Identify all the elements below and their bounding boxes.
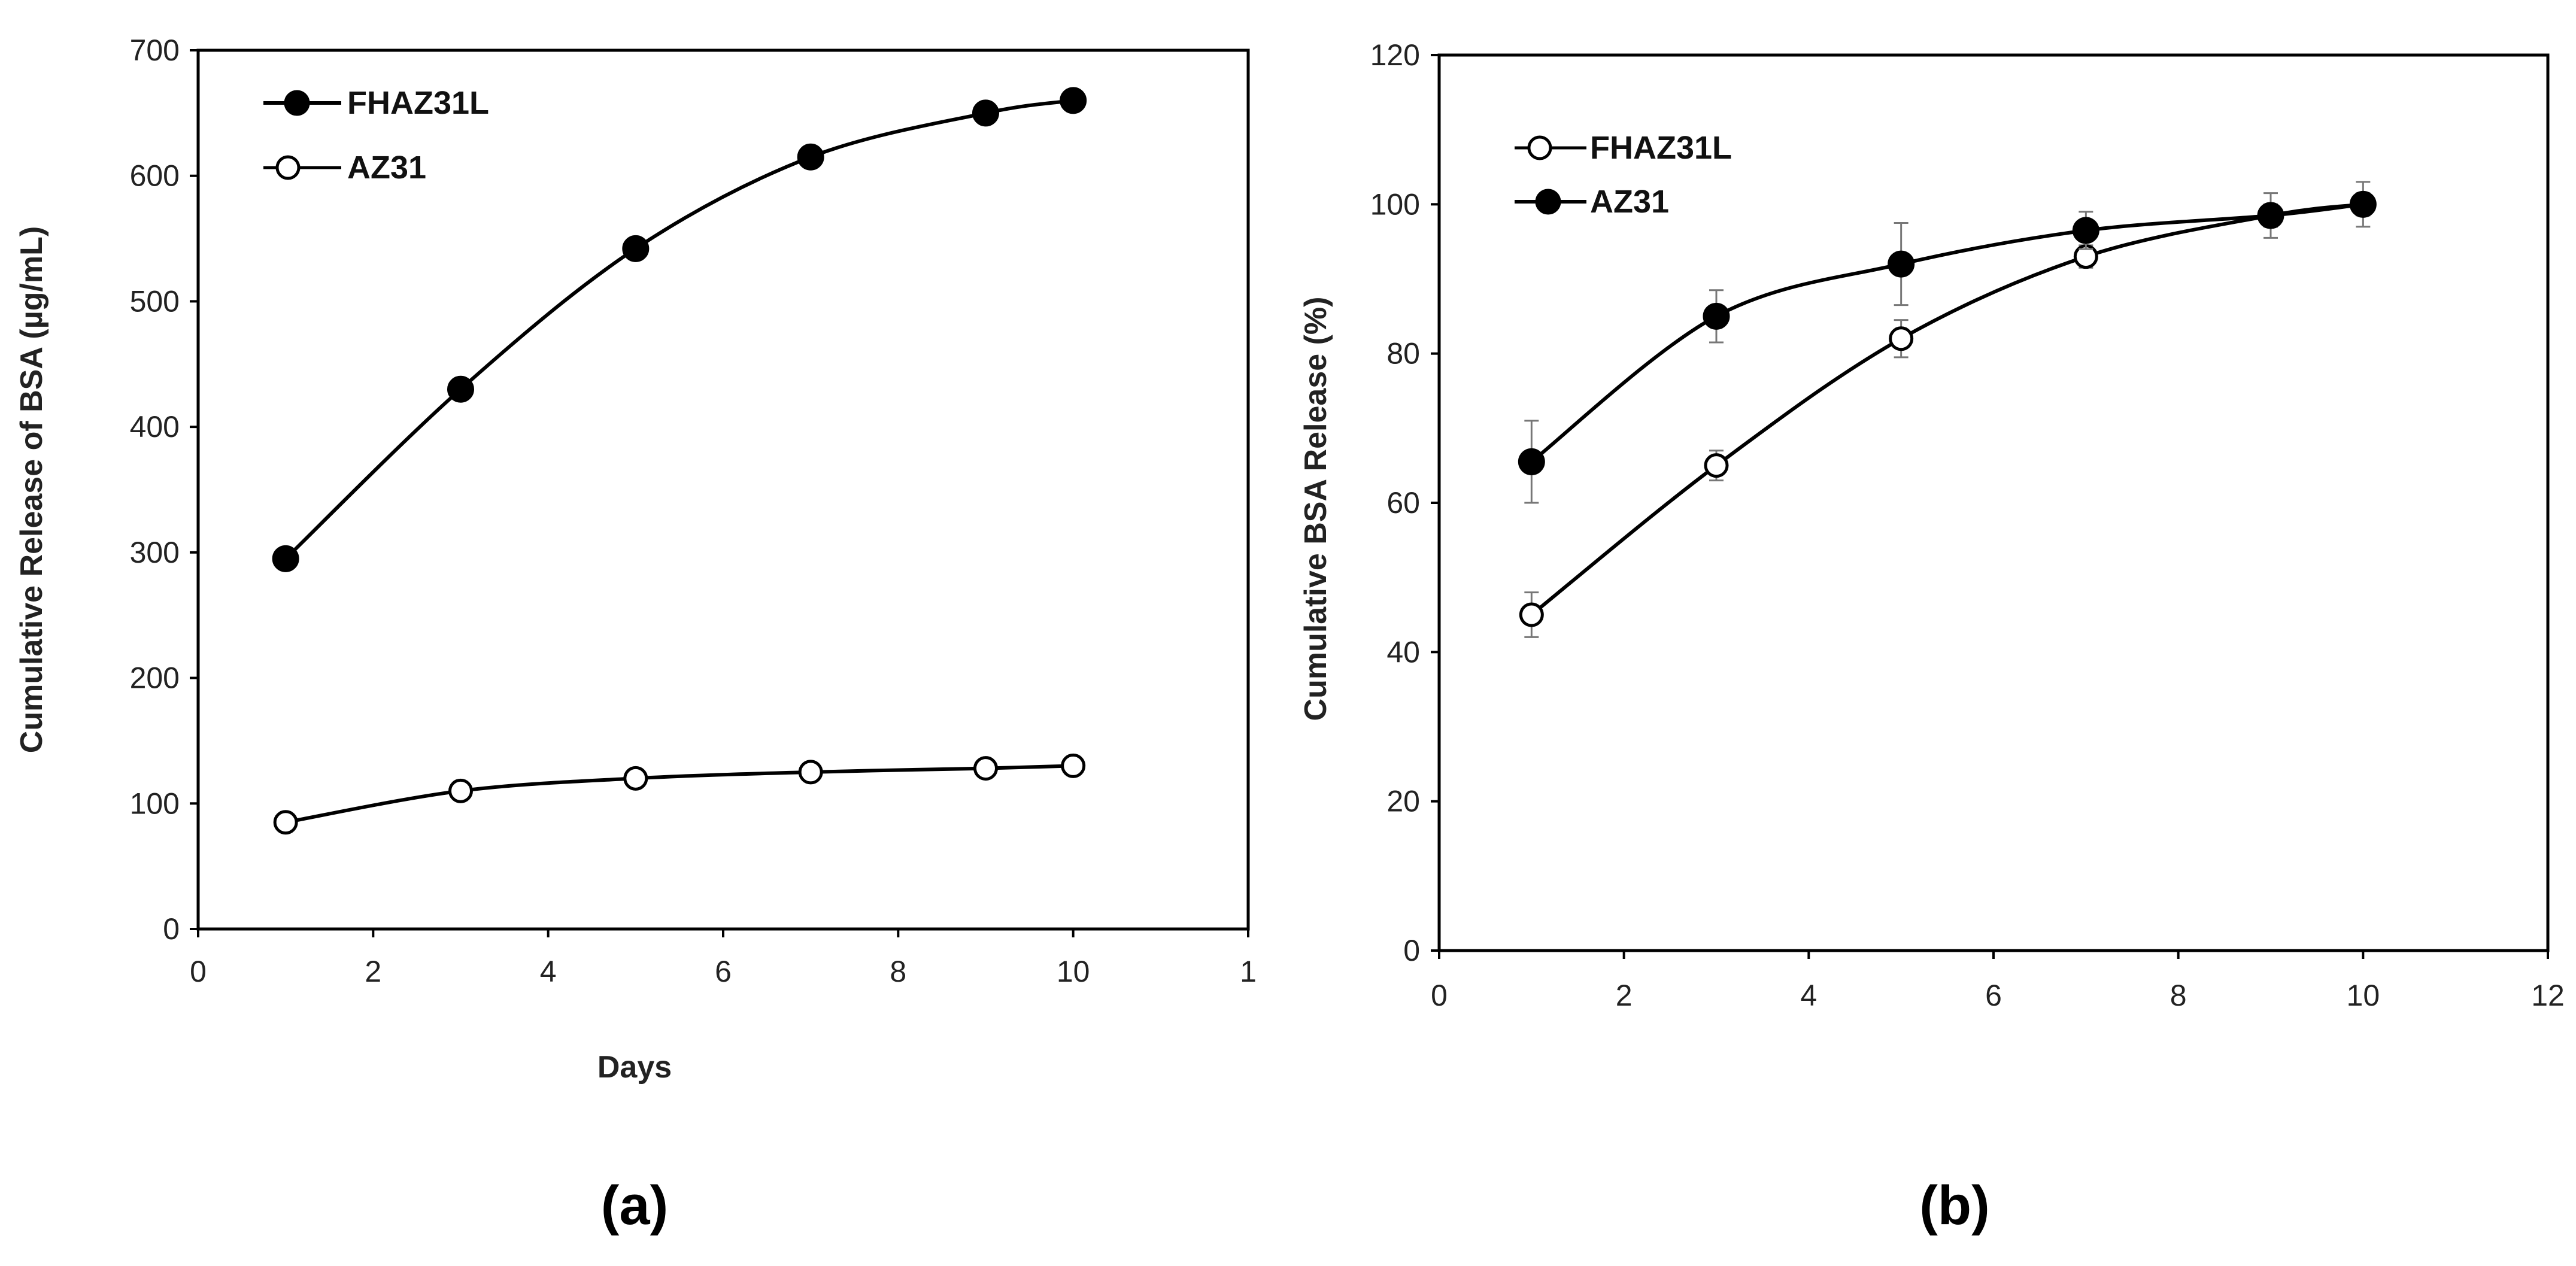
x-tick-label: 6 bbox=[715, 955, 732, 988]
data-point-az31 bbox=[798, 760, 823, 785]
y-tick-label: 100 bbox=[1370, 187, 1420, 221]
data-point-az31 bbox=[973, 756, 998, 781]
data-point-az31 bbox=[448, 778, 473, 803]
x-tick-label: 0 bbox=[1431, 979, 1448, 1012]
y-tick-label: 0 bbox=[1403, 934, 1420, 967]
legend-b: FHAZ31L AZ31 bbox=[1515, 130, 1732, 220]
legend-a-label-fhaz31l: FHAZ31L bbox=[347, 85, 489, 121]
legend-b-label-fhaz31l: FHAZ31L bbox=[1590, 130, 1732, 166]
chart-panel-a: 0 100 200 300 400 500 600 700 0 2 4 6 8 10 1 Cumulati… bbox=[14, 34, 1257, 1236]
x-tick-label: 2 bbox=[365, 955, 381, 988]
y-tick-label: 80 bbox=[1386, 337, 1420, 371]
data-point-fhaz31l bbox=[1704, 453, 1729, 478]
data-point-fhaz31l bbox=[1060, 87, 1087, 114]
x-tick-label: 2 bbox=[1616, 979, 1633, 1012]
y-axis-label-a: Cumulative Release of BSA (µg/mL) bbox=[14, 226, 49, 753]
data-point-az31 bbox=[2072, 217, 2099, 244]
y-axis-label-b: Cumulative BSA Release (%) bbox=[1298, 297, 1333, 721]
data-point-fhaz31l bbox=[972, 99, 999, 127]
y-tick-label: 600 bbox=[130, 159, 180, 193]
x-axis-label-a: Days bbox=[597, 1050, 672, 1085]
x-tick-label: 12 bbox=[2531, 979, 2565, 1012]
x-tick-labels-a: 0 2 4 6 8 10 1 bbox=[190, 929, 1257, 988]
x-tick-label: 4 bbox=[540, 955, 557, 988]
legend-a-label-az31: AZ31 bbox=[347, 150, 426, 186]
x-tick-labels-b: 0 2 4 6 8 10 12 bbox=[1431, 951, 2565, 1012]
data-point-az31 bbox=[1518, 448, 1545, 475]
y-tick-label: 300 bbox=[130, 536, 180, 569]
y-tick-label: 40 bbox=[1386, 635, 1420, 669]
data-point-fhaz31l bbox=[622, 235, 650, 262]
data-point-fhaz31l bbox=[1889, 326, 1914, 351]
panel-label-a: (a) bbox=[601, 1175, 668, 1236]
data-point-az31 bbox=[1703, 302, 1730, 330]
data-point-az31 bbox=[2257, 202, 2284, 229]
y-tick-label: 60 bbox=[1386, 486, 1420, 520]
x-tick-label: 8 bbox=[2170, 979, 2187, 1012]
x-tick-label: 0 bbox=[190, 955, 207, 988]
data-point-fhaz31l bbox=[1519, 602, 1544, 627]
data-point-fhaz31l bbox=[272, 545, 299, 572]
data-point-az31 bbox=[1888, 250, 1915, 278]
panel-label-b: (b) bbox=[1919, 1175, 1989, 1236]
y-tick-label: 500 bbox=[130, 284, 180, 318]
y-tick-label: 400 bbox=[130, 410, 180, 444]
x-tick-label: 10 bbox=[2347, 979, 2380, 1012]
data-point-az31 bbox=[273, 810, 298, 835]
series-group-a bbox=[272, 87, 1087, 835]
legend-b-label-az31: AZ31 bbox=[1590, 184, 1669, 220]
legend-b-marker-fhaz31l bbox=[1527, 135, 1552, 160]
data-point-fhaz31l bbox=[447, 375, 474, 403]
legend-a-marker-fhaz31l bbox=[284, 90, 310, 116]
data-point-az31 bbox=[623, 766, 648, 791]
x-tick-label: 4 bbox=[1800, 979, 1817, 1012]
x-tick-label: 6 bbox=[1985, 979, 2002, 1012]
series-group-b bbox=[1518, 181, 2377, 638]
chart-panel-b: 0 20 40 60 80 100 120 0 2 4 6 8 10 12 Cumulative BSA… bbox=[1298, 38, 2565, 1236]
y-tick-label: 700 bbox=[130, 34, 180, 67]
y-tick-label: 100 bbox=[130, 787, 180, 820]
data-point-az31 bbox=[2349, 190, 2377, 218]
legend-a: FHAZ31L AZ31 bbox=[263, 85, 489, 186]
x-tick-label: 1 bbox=[1240, 955, 1257, 988]
y-tick-label: 120 bbox=[1370, 38, 1420, 72]
data-point-fhaz31l bbox=[797, 143, 824, 171]
y-tick-label: 0 bbox=[163, 912, 180, 946]
y-tick-label: 20 bbox=[1386, 785, 1420, 818]
data-point-az31 bbox=[1061, 753, 1086, 778]
y-tick-labels-b: 0 20 40 60 80 100 120 bbox=[1370, 38, 1439, 967]
y-tick-label: 200 bbox=[130, 661, 180, 695]
legend-a-marker-az31 bbox=[275, 155, 301, 180]
legend-b-marker-az31 bbox=[1535, 189, 1561, 215]
x-tick-label: 10 bbox=[1057, 955, 1090, 988]
x-tick-label: 8 bbox=[890, 955, 906, 988]
y-tick-labels-a: 0 100 200 300 400 500 600 700 bbox=[130, 34, 198, 946]
